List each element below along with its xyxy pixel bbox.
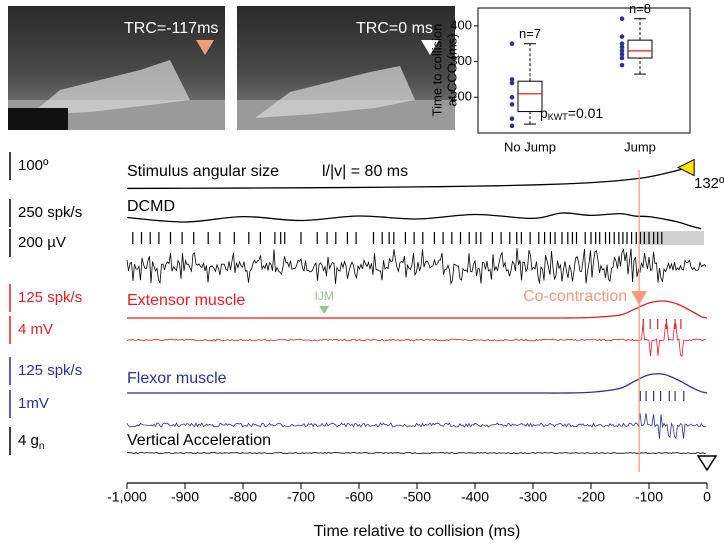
x-tick-label: -500 (403, 489, 431, 505)
scale-bar-label: 100º (18, 157, 49, 174)
point (619, 48, 625, 54)
photo-label: TRC=0 ms (356, 20, 433, 37)
point (509, 77, 515, 82)
box (627, 39, 653, 59)
trace-label: DCMD (127, 198, 175, 215)
point (509, 80, 515, 86)
x-tick-label: -600 (345, 489, 373, 505)
stat-part: KWT (548, 112, 568, 122)
rate-tail (701, 316, 708, 319)
param-label: l/|v| = 80 ms (322, 163, 408, 180)
rate-tail (701, 391, 708, 394)
y-axis-title: at CCO (ms) (444, 34, 459, 107)
y-tick-label: 300 (450, 53, 472, 68)
photo-marker (421, 40, 439, 55)
photo: TRC=-117ms (8, 6, 225, 130)
point (509, 123, 515, 129)
rate-trace (126, 212, 702, 230)
point (509, 41, 515, 47)
scale-label-text: 4 mV (18, 321, 53, 338)
point (509, 94, 515, 100)
scale-label-text: 200 µV (18, 234, 66, 251)
x-tick-label: -100 (635, 489, 663, 505)
box (517, 80, 543, 113)
n-label: n=8 (629, 1, 651, 16)
scale-bar-label: 125 spk/s (18, 289, 82, 306)
scale-label-text: 100º (18, 157, 49, 174)
point (509, 102, 515, 107)
point (619, 62, 625, 68)
stat-part: p (540, 105, 548, 121)
rate-trace (127, 300, 702, 319)
x-tick-label: -300 (519, 489, 547, 505)
x-tick-label: -200 (577, 489, 605, 505)
raw-trace (126, 323, 707, 357)
y-tick-label: 400 (450, 17, 472, 32)
scale-bar-label: 4 gn (18, 432, 44, 452)
point (619, 34, 625, 39)
scale-bar-label: 125 spk/s (18, 362, 82, 379)
stimulus-end-marker (677, 158, 695, 177)
stimulus-end-label: 132º (694, 175, 724, 192)
scale-label-text: 125 spk/s (18, 362, 82, 379)
point (619, 16, 625, 22)
x-tick-label: -900 (171, 489, 199, 505)
photo-marker (196, 40, 214, 55)
annotation-marker (631, 291, 648, 305)
raw-trace (126, 247, 707, 286)
point (619, 52, 625, 57)
trace-label: Vertical Acceleration (127, 432, 271, 449)
raw-trace (126, 413, 707, 440)
stimulus-trace (126, 166, 687, 190)
x-tick-label: -400 (461, 489, 489, 505)
stat-label: pKWT=0.01 (540, 105, 603, 123)
x-tick-label: 0 (703, 489, 711, 505)
category-label: Jump (624, 139, 656, 154)
scale-bar-label: 200 µV (18, 234, 66, 251)
highlight-box (640, 231, 704, 245)
scale-bar-label: 250 spk/s (18, 204, 82, 221)
scale-label-text: 4 g (18, 432, 39, 449)
y-tick-label: 200 (450, 89, 472, 104)
scale-label-sub: n (39, 441, 45, 452)
inset-frame (477, 7, 691, 134)
collision-marker (696, 455, 718, 472)
trace-label: Flexor muscle (127, 370, 227, 387)
scale-bar-label: 4 mV (18, 321, 53, 338)
x-tick-label: -800 (229, 489, 257, 505)
photo: TRC=0 ms (237, 6, 455, 130)
trace-label: Stimulus angular size (127, 163, 279, 180)
annotation-label: Co-contraction (523, 288, 627, 305)
point (619, 55, 625, 61)
stat-part: =0.01 (568, 105, 604, 121)
annotation-marker (319, 306, 330, 314)
annotation-label: IJM (315, 289, 334, 303)
scale-label-text: 125 spk/s (18, 289, 82, 306)
point (619, 44, 625, 50)
point (509, 116, 515, 122)
point (619, 41, 625, 47)
x-tick-label: -700 (287, 489, 315, 505)
rate-trace (127, 373, 702, 394)
category-label: No Jump (504, 139, 556, 154)
scale-label-text: 1mV (18, 395, 49, 412)
trace-label: Extensor muscle (127, 292, 245, 309)
photo-label: TRC=-117ms (124, 20, 218, 37)
x-axis-title: Time relative to collision (ms) (314, 523, 521, 540)
scale-bar-label: 1mV (18, 395, 49, 412)
y-axis-title: Time to collision (429, 24, 444, 117)
raw-trace (127, 452, 707, 454)
x-tick-label: -1,000 (107, 489, 147, 505)
n-label: n=7 (519, 26, 541, 41)
scale-label-text: 250 spk/s (18, 204, 82, 221)
